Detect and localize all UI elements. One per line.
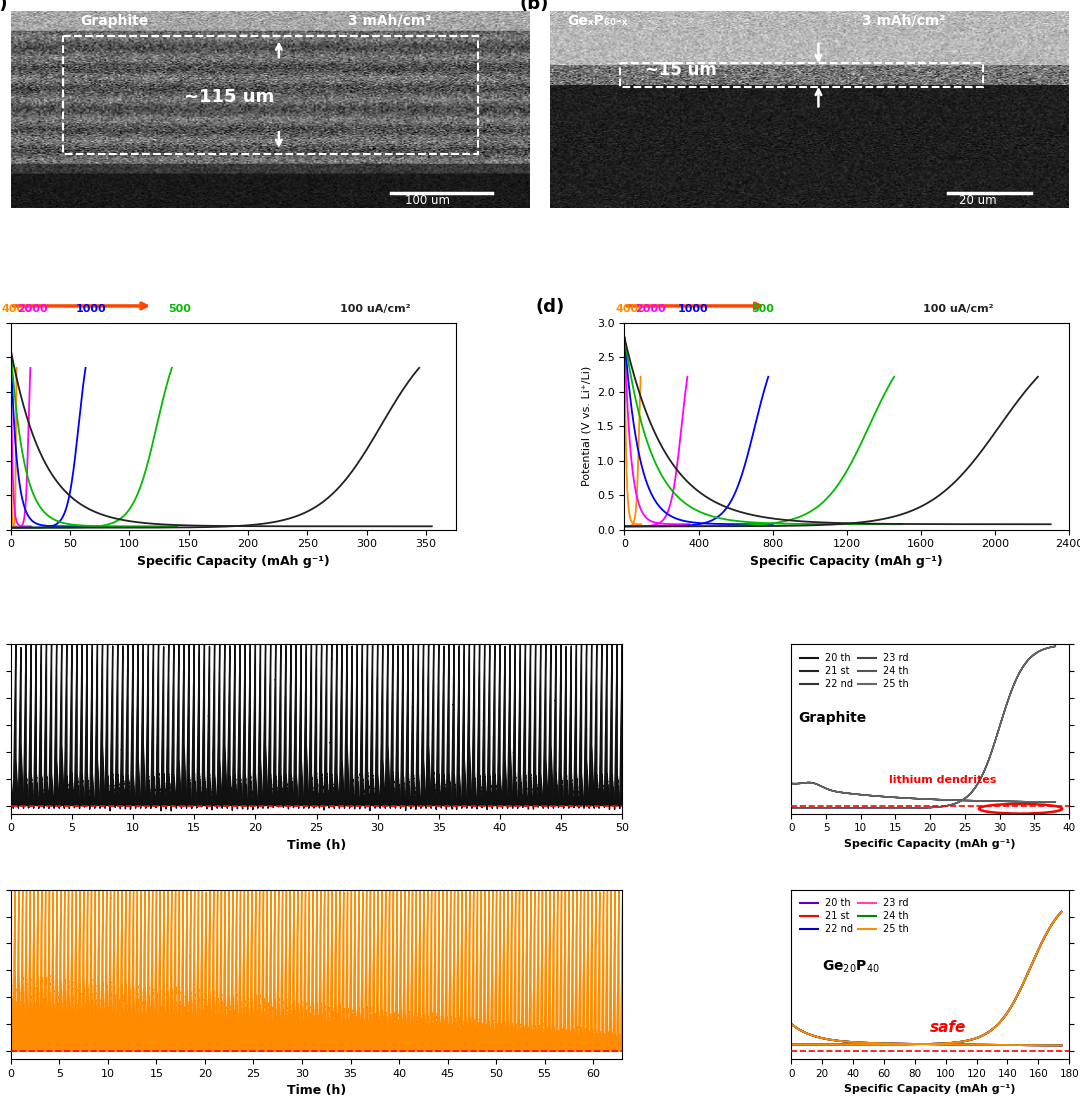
Text: ~115 um: ~115 um — [184, 87, 274, 106]
Text: 3 mAh/cm²: 3 mAh/cm² — [862, 14, 945, 28]
Bar — [63, 35, 477, 153]
Text: 2000: 2000 — [635, 304, 665, 314]
Text: 20 um: 20 um — [959, 194, 996, 207]
X-axis label: Time (h): Time (h) — [287, 839, 347, 852]
Legend: 20 th, 21 st, 22 nd, 23 rd, 24 th, 25 th: 20 th, 21 st, 22 nd, 23 rd, 24 th, 25 th — [796, 895, 913, 939]
Text: (b): (b) — [519, 0, 549, 13]
Text: Graphite: Graphite — [80, 14, 148, 28]
Text: safe: safe — [930, 1020, 967, 1035]
Text: (d): (d) — [536, 298, 565, 315]
Text: lithium dendrites: lithium dendrites — [889, 775, 996, 785]
Y-axis label: Potential (V vs. Li⁺/Li): Potential (V vs. Li⁺/Li) — [581, 366, 592, 486]
Bar — [620, 63, 983, 87]
Text: 100 uA/cm²: 100 uA/cm² — [340, 304, 410, 314]
X-axis label: Specific Capacity (mAh g⁻¹): Specific Capacity (mAh g⁻¹) — [845, 839, 1016, 849]
X-axis label: Time (h): Time (h) — [287, 1084, 347, 1097]
Text: 3 mAh/cm²: 3 mAh/cm² — [348, 14, 431, 28]
Text: 100 uA/cm²: 100 uA/cm² — [922, 304, 994, 314]
Text: 500: 500 — [751, 304, 773, 314]
X-axis label: Specific Capacity (mAh g⁻¹): Specific Capacity (mAh g⁻¹) — [137, 555, 329, 568]
Text: 1000: 1000 — [678, 304, 708, 314]
Legend: 20 th, 21 st, 22 nd, 23 rd, 24 th, 25 th: 20 th, 21 st, 22 nd, 23 rd, 24 th, 25 th — [796, 650, 913, 693]
X-axis label: Specific Capacity (mAh g⁻¹): Specific Capacity (mAh g⁻¹) — [751, 555, 943, 568]
X-axis label: Specific Capacity (mAh g⁻¹): Specific Capacity (mAh g⁻¹) — [845, 1084, 1016, 1094]
Text: 4000: 4000 — [616, 304, 647, 314]
Text: 500: 500 — [168, 304, 191, 314]
Text: 100 um: 100 um — [405, 194, 450, 207]
Text: (a): (a) — [0, 0, 9, 13]
Text: 1000: 1000 — [76, 304, 106, 314]
Text: Ge$_{20}$P$_{40}$: Ge$_{20}$P$_{40}$ — [822, 959, 880, 975]
Text: 4000: 4000 — [2, 304, 32, 314]
Text: ~15 um: ~15 um — [646, 61, 717, 79]
Text: 2000: 2000 — [17, 304, 48, 314]
Text: Graphite: Graphite — [798, 711, 866, 726]
Text: GeₓP₆₀-ₓ: GeₓP₆₀-ₓ — [568, 14, 629, 28]
